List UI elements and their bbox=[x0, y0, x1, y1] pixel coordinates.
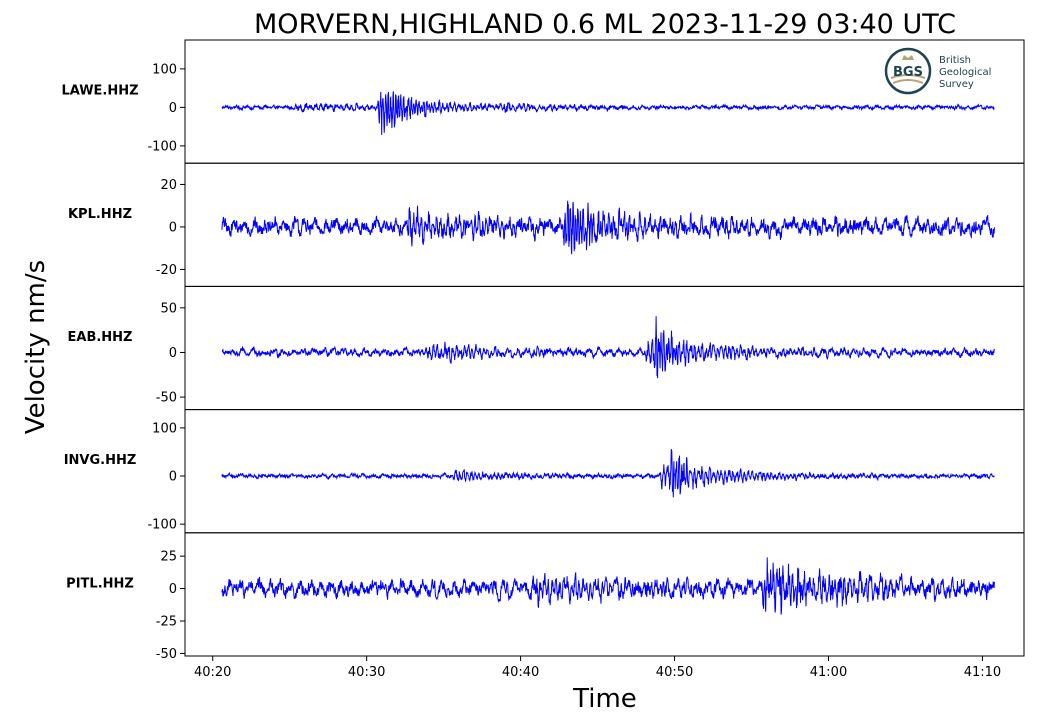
y-tick-label: 0 bbox=[169, 582, 177, 597]
y-tick-label: -50 bbox=[156, 391, 177, 406]
panel-frame bbox=[184, 409, 1025, 534]
x-tick-label: 40:40 bbox=[502, 665, 539, 680]
y-tick-label: 100 bbox=[152, 62, 177, 77]
y-tick-label: 50 bbox=[160, 301, 177, 316]
y-tick-label: 0 bbox=[169, 101, 177, 116]
station-label: LAWE.HHZ bbox=[61, 84, 138, 99]
y-tick-label: 0 bbox=[169, 470, 177, 485]
trace-line bbox=[221, 557, 995, 615]
trace-panels: LAWE.HHZ 100 0 -100 KPL.HHZ 20 0 -20 EAB.HHZ 50 0 -… bbox=[61, 39, 1025, 662]
y-tick-label: -100 bbox=[147, 139, 177, 154]
y-tick-label: -25 bbox=[156, 614, 177, 629]
bgs-logo-line-3: Survey bbox=[939, 79, 974, 90]
x-tick-label: 41:10 bbox=[964, 665, 1001, 680]
trace-line bbox=[221, 316, 995, 379]
trace-line bbox=[221, 449, 995, 498]
y-axis-label: Velocity nm/s bbox=[21, 260, 51, 434]
bgs-logo-abbrev: BGS bbox=[893, 65, 923, 80]
bgs-logo-line-1: British bbox=[939, 55, 971, 66]
x-tick-label: 40:50 bbox=[656, 665, 693, 680]
panel-frame bbox=[184, 532, 1025, 657]
panel-frame bbox=[184, 285, 1025, 411]
y-tick-label: 20 bbox=[160, 178, 177, 193]
station-label: EAB.HHZ bbox=[68, 330, 133, 345]
panel-lawe-hhz: LAWE.HHZ 100 0 -100 bbox=[61, 39, 1025, 164]
panel-kpl-hhz: KPL.HHZ 20 0 -20 bbox=[68, 162, 1025, 287]
y-tick-label: 25 bbox=[160, 550, 177, 565]
station-label: INVG.HHZ bbox=[64, 453, 137, 468]
x-tick-label: 40:20 bbox=[194, 665, 231, 680]
panel-eab-hhz: EAB.HHZ 50 0 -50 bbox=[68, 285, 1025, 411]
panel-invg-hhz: INVG.HHZ 100 0 -100 bbox=[64, 409, 1025, 534]
x-tick-label: 41:00 bbox=[810, 665, 847, 680]
y-tick-label: -100 bbox=[147, 518, 177, 533]
y-tick-label: -20 bbox=[156, 263, 177, 278]
station-label: PITL.HHZ bbox=[66, 576, 134, 591]
chart-title: MORVERN,HIGHLAND 0.6 ML 2023-11-29 03:40… bbox=[254, 9, 956, 40]
bgs-logo-line-2: Geological bbox=[939, 67, 991, 78]
y-tick-label: 100 bbox=[152, 421, 177, 436]
panel-pitl-hhz: PITL.HHZ 25 0 -25 -50 bbox=[66, 532, 1025, 662]
bgs-logo: BGS British Geological Survey bbox=[884, 47, 991, 95]
x-axis-label: Time bbox=[572, 684, 637, 714]
station-label: KPL.HHZ bbox=[68, 207, 132, 222]
y-tick-label: 0 bbox=[169, 346, 177, 361]
x-axis: 40:20 40:30 40:40 40:50 41:00 41:10 bbox=[194, 656, 1001, 680]
trace-line bbox=[221, 200, 995, 255]
y-tick-label: -50 bbox=[156, 647, 177, 662]
y-tick-label: 0 bbox=[169, 220, 177, 235]
x-tick-label: 40:30 bbox=[348, 665, 385, 680]
trace-line bbox=[221, 90, 995, 135]
